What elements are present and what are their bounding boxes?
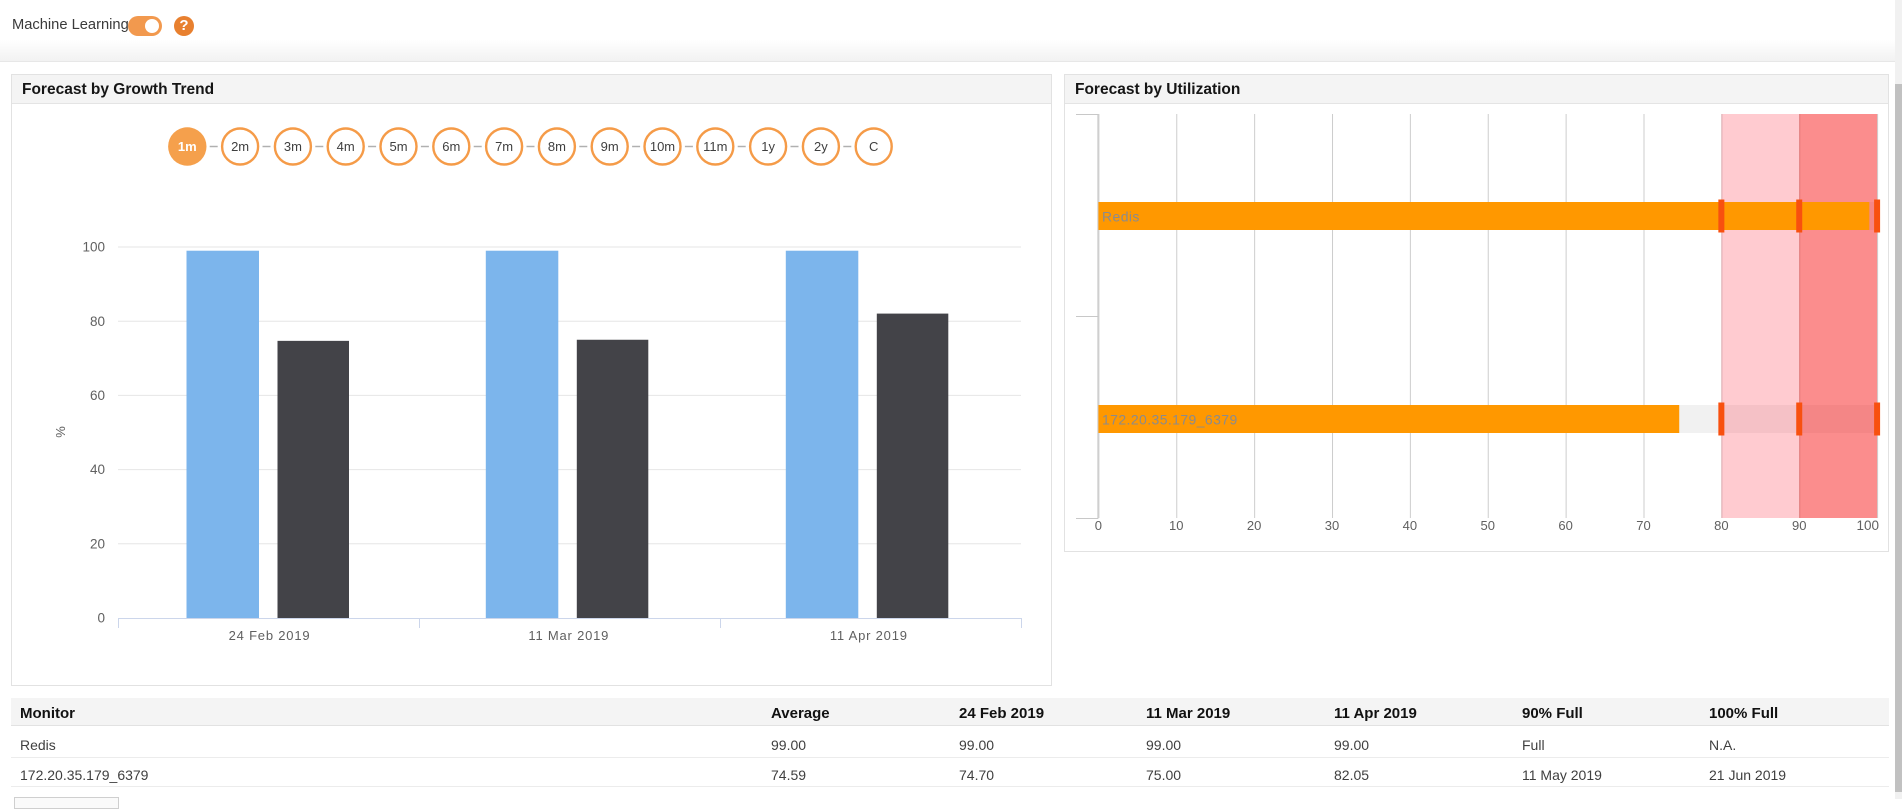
svg-text:7m: 7m xyxy=(495,139,513,154)
svg-text:30: 30 xyxy=(1325,518,1339,533)
svg-text:1y: 1y xyxy=(761,139,775,154)
svg-text:20: 20 xyxy=(1247,518,1261,533)
svg-text:80: 80 xyxy=(90,314,105,329)
svg-text:10m: 10m xyxy=(650,139,675,154)
svg-text:24 Feb 2019: 24 Feb 2019 xyxy=(229,628,311,643)
svg-text:60: 60 xyxy=(1558,518,1572,533)
svg-text:C: C xyxy=(869,139,878,154)
svg-text:3m: 3m xyxy=(284,139,302,154)
svg-text:Redis: Redis xyxy=(1102,209,1140,225)
svg-text:9m: 9m xyxy=(601,139,619,154)
svg-text:5m: 5m xyxy=(389,139,407,154)
svg-text:11m: 11m xyxy=(703,139,727,154)
svg-text:172.20.35.179_6379: 172.20.35.179_6379 xyxy=(1102,412,1238,428)
svg-text:100: 100 xyxy=(82,240,105,255)
svg-text:40: 40 xyxy=(1403,518,1417,533)
svg-text:8m: 8m xyxy=(548,139,566,154)
svg-text:1m: 1m xyxy=(178,139,197,154)
svg-text:11 Apr 2019: 11 Apr 2019 xyxy=(830,628,908,643)
svg-text:2y: 2y xyxy=(814,139,828,154)
svg-text:6m: 6m xyxy=(442,139,460,154)
svg-text:80: 80 xyxy=(1714,518,1728,533)
svg-text:40: 40 xyxy=(90,462,105,477)
svg-text:50: 50 xyxy=(1481,518,1495,533)
svg-text:70: 70 xyxy=(1636,518,1650,533)
svg-text:60: 60 xyxy=(90,388,105,403)
svg-text:11 Mar 2019: 11 Mar 2019 xyxy=(528,628,609,643)
svg-text:0: 0 xyxy=(97,611,105,626)
svg-text:%: % xyxy=(53,426,68,438)
svg-text:4m: 4m xyxy=(337,139,355,154)
svg-text:10: 10 xyxy=(1169,518,1183,533)
svg-text:0: 0 xyxy=(1095,518,1102,533)
svg-text:20: 20 xyxy=(90,536,105,551)
svg-text:90: 90 xyxy=(1792,518,1806,533)
svg-text:100: 100 xyxy=(1856,518,1879,533)
svg-text:2m: 2m xyxy=(231,139,249,154)
